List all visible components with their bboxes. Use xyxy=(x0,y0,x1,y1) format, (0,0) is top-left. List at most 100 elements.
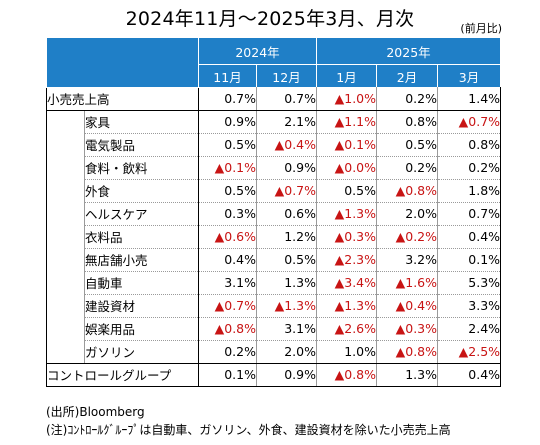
value-cell: ▲0.3% xyxy=(376,317,438,341)
row-label: ヘルスケア xyxy=(84,202,199,226)
indent-cell xyxy=(46,110,85,133)
value-cell: 0.5% xyxy=(198,133,257,157)
indent-cell xyxy=(46,156,85,179)
month-header: 1月 xyxy=(316,64,377,87)
value-cell: 0.1% xyxy=(198,363,257,387)
value-cell: ▲2.6% xyxy=(316,317,377,341)
definition-note: (注)ｺﾝﾄﾛｰﾙｸﾞﾙｰﾌﾟは自動車、ガソリン、外食、建設資材を除いた小売売上… xyxy=(46,423,451,437)
value-cell: ▲1.1% xyxy=(316,110,377,134)
value-cell: ▲0.7% xyxy=(198,294,257,318)
value-cell: 0.9% xyxy=(256,156,317,180)
value-cell: 0.2% xyxy=(198,340,257,364)
value-cell: ▲1.0% xyxy=(316,87,377,111)
header-corner xyxy=(46,38,199,88)
row-label: 電気製品 xyxy=(84,133,199,157)
month-header: 12月 xyxy=(256,64,317,87)
row-label: ガソリン xyxy=(84,340,199,364)
value-cell: 2.0% xyxy=(376,202,438,226)
year-header-2025: 2025年 xyxy=(315,38,502,65)
value-cell: 0.9% xyxy=(198,110,257,134)
value-cell: 0.1% xyxy=(437,248,502,272)
table-row: 小売売上高 0.7% 0.7% ▲1.0% 0.2% 1.4% xyxy=(46,87,502,111)
table-title: 2024年11月～2025年3月、月次 xyxy=(125,8,415,30)
indent-cell xyxy=(46,202,85,225)
value-cell: 1.4% xyxy=(437,87,502,111)
value-cell: 1.2% xyxy=(256,225,317,249)
row-label: 小売売上高 xyxy=(46,87,199,111)
value-cell: ▲0.4% xyxy=(256,133,317,157)
value-cell: 0.7% xyxy=(437,202,502,226)
indent-cell xyxy=(46,225,85,248)
value-cell: 0.5% xyxy=(376,133,438,157)
value-cell: ▲0.2% xyxy=(376,225,438,249)
value-cell: 0.2% xyxy=(437,156,502,180)
value-cell: ▲0.0% xyxy=(316,156,377,180)
table-row: 無店舗小売 0.4% 0.5% ▲2.3% 3.2% 0.1% xyxy=(46,248,502,272)
value-cell: 0.5% xyxy=(198,179,257,203)
value-cell: ▲1.3% xyxy=(316,202,377,226)
row-label: 外食 xyxy=(84,179,199,203)
indent-cell xyxy=(46,317,85,340)
retail-sales-table: 2024年 2025年 11月 12月 1月 2月 3月 小売売上高 0.7% 0.… xyxy=(46,38,502,387)
year-header-row: 2024年 2025年 xyxy=(46,38,502,88)
month-header-row: 11月 12月 1月 2月 3月 xyxy=(47,64,502,87)
unit-label: (前月比) xyxy=(460,22,502,35)
month-header: 11月 xyxy=(198,64,257,87)
indent-cell xyxy=(46,271,85,294)
source-note: (出所)Bloomberg xyxy=(46,405,145,419)
value-cell: ▲0.7% xyxy=(437,110,502,134)
value-cell: 0.9% xyxy=(256,363,317,387)
value-cell: 0.8% xyxy=(437,133,502,157)
value-cell: 5.3% xyxy=(437,271,502,295)
table-row: 家具 0.9% 2.1% ▲1.1% 0.8% ▲0.7% xyxy=(46,110,502,134)
row-label: コントロールグループ xyxy=(46,363,199,387)
value-cell: 1.8% xyxy=(437,179,502,203)
value-cell: 2.0% xyxy=(256,340,317,364)
value-cell: ▲0.8% xyxy=(376,340,438,364)
value-cell: 0.2% xyxy=(376,87,438,111)
value-cell: 3.2% xyxy=(376,248,438,272)
value-cell: 0.4% xyxy=(437,363,502,387)
value-cell: 3.1% xyxy=(256,317,317,341)
month-header: 2月 xyxy=(376,64,438,87)
value-cell: ▲0.8% xyxy=(376,179,438,203)
row-label: 無店舗小売 xyxy=(84,248,199,272)
value-cell: ▲0.4% xyxy=(376,294,438,318)
table-row: 娯楽用品 ▲0.8% 3.1% ▲2.6% ▲0.3% 2.4% xyxy=(46,317,502,341)
value-cell: 0.3% xyxy=(198,202,257,226)
table-row: 建設資材 ▲0.7% ▲1.3% ▲1.3% ▲0.4% 3.3% xyxy=(46,294,502,318)
row-label: 娯楽用品 xyxy=(84,317,199,341)
indent-cell xyxy=(46,248,85,271)
indent-cell xyxy=(46,294,85,317)
value-cell: 1.3% xyxy=(256,271,317,295)
value-cell: ▲0.1% xyxy=(316,133,377,157)
value-cell: 2.4% xyxy=(437,317,502,341)
row-label: 自動車 xyxy=(84,271,199,295)
table-row: ガソリン 0.2% 2.0% 1.0% ▲0.8% ▲2.5% xyxy=(46,340,502,364)
value-cell: ▲1.3% xyxy=(256,294,317,318)
value-cell: 0.5% xyxy=(316,179,377,203)
table-row: 自動車 3.1% 1.3% ▲3.4% ▲1.6% 5.3% xyxy=(46,271,502,295)
value-cell: 3.3% xyxy=(437,294,502,318)
month-header: 3月 xyxy=(436,64,502,87)
value-cell: 0.8% xyxy=(376,110,438,134)
value-cell: ▲0.6% xyxy=(198,225,257,249)
value-cell: ▲2.5% xyxy=(437,340,502,364)
value-cell: 0.7% xyxy=(256,87,317,111)
value-cell: ▲3.4% xyxy=(316,271,377,295)
value-cell: ▲0.3% xyxy=(316,225,377,249)
table-row: 衣料品 ▲0.6% 1.2% ▲0.3% ▲0.2% 0.4% xyxy=(46,225,502,249)
year-header-2024: 2024年 xyxy=(198,38,317,65)
value-cell: ▲1.6% xyxy=(376,271,438,295)
value-cell: ▲0.8% xyxy=(198,317,257,341)
value-cell: ▲0.1% xyxy=(198,156,257,180)
table-body: 小売売上高 0.7% 0.7% ▲1.0% 0.2% 1.4% 家具 0.9% 2.1% ▲1.1… xyxy=(46,87,502,387)
table-row: 外食 0.5% ▲0.7% 0.5% ▲0.8% 1.8% xyxy=(46,179,502,203)
indent-cell xyxy=(46,133,85,156)
value-cell: 3.1% xyxy=(198,271,257,295)
value-cell: 2.1% xyxy=(256,110,317,134)
table-row: 食料・飲料 ▲0.1% 0.9% ▲0.0% 0.2% 0.2% xyxy=(46,156,502,180)
table-row: ヘルスケア 0.3% 0.6% ▲1.3% 2.0% 0.7% xyxy=(46,202,502,226)
value-cell: ▲1.3% xyxy=(316,294,377,318)
value-cell: ▲0.7% xyxy=(256,179,317,203)
